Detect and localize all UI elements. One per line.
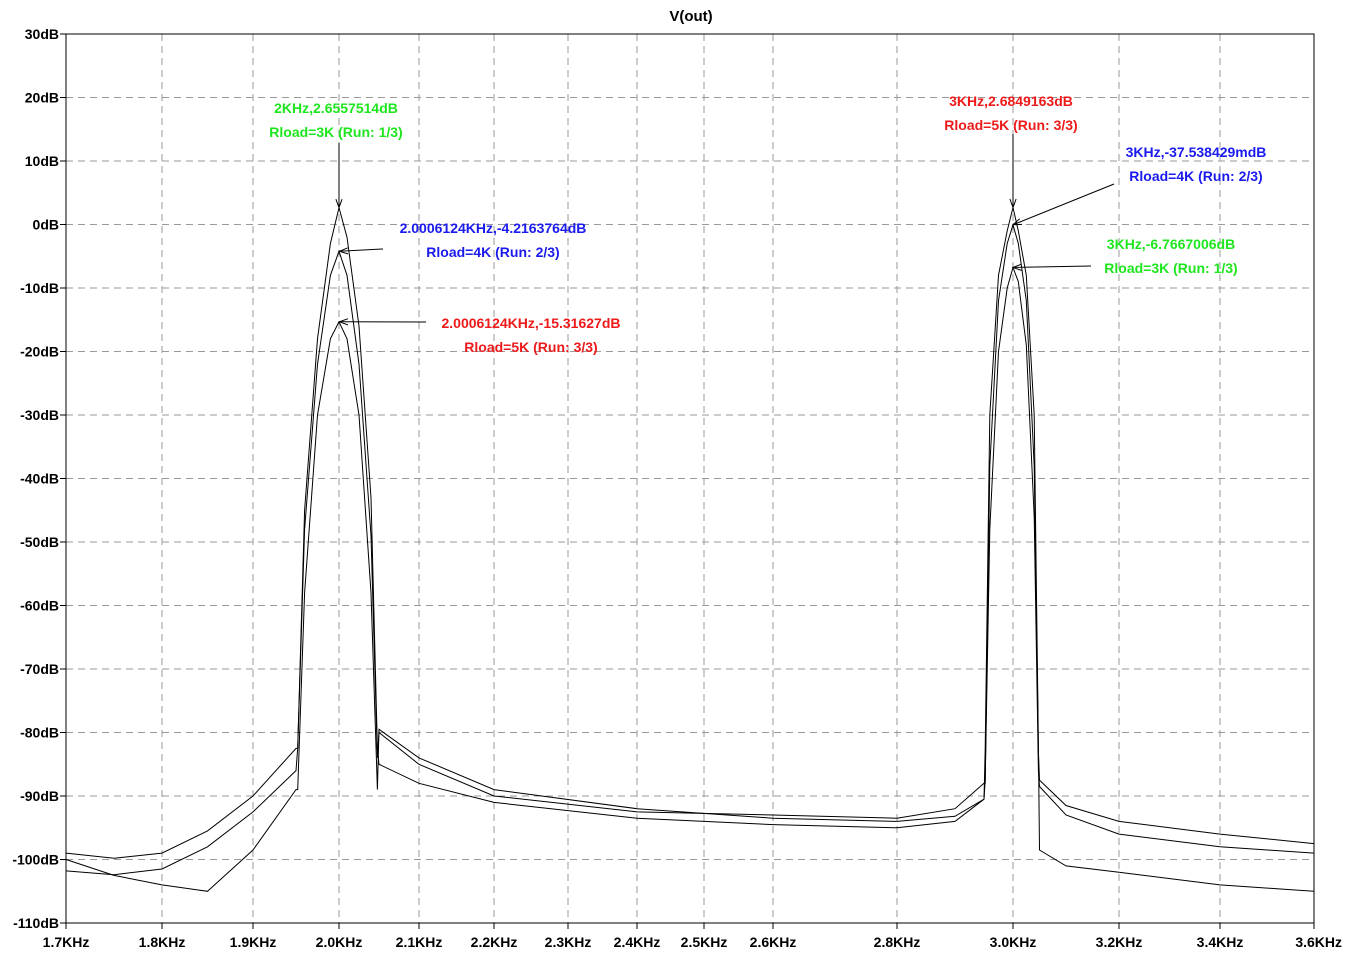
annotation-text: 3KHz,2.6849163dB [949, 93, 1073, 109]
y-tick-label: 30dB [25, 26, 59, 42]
annotation-arrowhead [335, 199, 343, 210]
cursor-annotation[interactable]: 3KHz,2.6849163dB Rload=5K (Run: 3/3) [944, 93, 1078, 209]
x-tick-label: 2.2KHz [471, 934, 518, 950]
y-tick-label: -90dB [20, 788, 59, 804]
annotation-text: 3KHz,-37.538429mdB [1126, 144, 1267, 160]
grid [66, 34, 1314, 923]
annotation-text: Rload=4K (Run: 2/3) [1129, 168, 1262, 184]
y-tick-label: -50dB [20, 534, 59, 550]
x-tick-label: 2.8KHz [874, 934, 921, 950]
x-tick-label: 3.6KHz [1295, 934, 1342, 950]
annotation-arrowhead [1011, 218, 1023, 226]
annotation-text: Rload=5K (Run: 3/3) [944, 117, 1077, 133]
trace-run3 [65, 207, 1315, 892]
y-tick-label: -110dB [13, 915, 59, 931]
chart-title: V(out) [669, 8, 712, 25]
cursor-annotation[interactable]: 2KHz,2.6557514dB Rload=3K (Run: 1/3) [269, 100, 403, 210]
traces [65, 207, 1315, 892]
annotation-text: 2.0006124KHz,-4.2163764dB [400, 220, 587, 236]
annotation-arrow [339, 248, 384, 252]
annotation-arrowhead [1011, 263, 1022, 271]
annotation-text: Rload=4K (Run: 2/3) [426, 244, 559, 260]
annotation-text: Rload=3K (Run: 1/3) [1104, 260, 1237, 276]
cursor-annotation[interactable]: 2.0006124KHz,-4.2163764dB Rload=4K (Run: … [338, 220, 587, 260]
annotation-arrowhead [1009, 198, 1017, 209]
cursor-annotation[interactable]: 3KHz,-37.538429mdB Rload=4K (Run: 2/3) [1011, 144, 1267, 226]
y-axis: 30dB 20dB 10dB 0dB -10dB -20dB -30dB -40dB -50dB… [12, 26, 66, 931]
cursor-annotations: 2KHz,2.6557514dB Rload=3K (Run: 1/3) 2.000… [269, 93, 1266, 355]
y-tick-label: -70dB [20, 661, 59, 677]
x-tick-label: 2.3KHz [545, 934, 592, 950]
x-tick-label: 1.8KHz [139, 934, 186, 950]
y-tick-label: -10dB [20, 280, 59, 296]
x-tick-label: 3.2KHz [1096, 934, 1143, 950]
annotation-text: Rload=5K (Run: 3/3) [464, 339, 597, 355]
cursor-annotation[interactable]: 2.0006124KHz,-15.31627dB Rload=5K (Run: 3… [338, 315, 621, 355]
y-tick-label: 10dB [25, 153, 59, 169]
x-tick-label: 1.9KHz [230, 934, 277, 950]
x-axis: 1.7KHz 1.8KHz 1.9KHz 2.0KHz 2.1KHz 2.2KHz 2.3K… [43, 923, 1342, 950]
y-tick-label: -60dB [20, 598, 59, 614]
x-tick-label: 1.7KHz [43, 934, 90, 950]
annotation-arrowhead [338, 318, 349, 326]
y-tick-label: -30dB [20, 407, 59, 423]
annotation-text: 2KHz,2.6557514dB [274, 100, 398, 116]
cursor-annotation[interactable]: 3KHz,-6.7667006dB Rload=3K (Run: 1/3) [1011, 236, 1238, 276]
annotation-arrowhead [338, 247, 349, 255]
y-tick-label: -80dB [20, 725, 59, 741]
x-tick-label: 2.5KHz [681, 934, 728, 950]
annotation-arrow [1012, 183, 1115, 226]
annotation-text: 2.0006124KHz,-15.31627dB [441, 315, 620, 331]
annotation-text: 3KHz,-6.7667006dB [1107, 236, 1235, 252]
x-tick-label: 2.0KHz [316, 934, 363, 950]
x-tick-label: 3.0KHz [990, 934, 1037, 950]
annotation-arrow [1012, 265, 1092, 268]
y-tick-label: -20dB [20, 344, 59, 360]
y-tick-label: -40dB [20, 471, 59, 487]
y-tick-label: 20dB [25, 90, 59, 106]
y-tick-label: 0dB [33, 217, 59, 233]
trace-run2 [65, 223, 1315, 859]
x-tick-label: 2.4KHz [614, 934, 661, 950]
x-tick-label: 3.4KHz [1197, 934, 1244, 950]
x-tick-label: 2.1KHz [396, 934, 443, 950]
x-tick-label: 2.6KHz [750, 934, 797, 950]
y-tick-label: -100dB [12, 852, 59, 868]
annotation-text: Rload=3K (Run: 1/3) [269, 124, 402, 140]
